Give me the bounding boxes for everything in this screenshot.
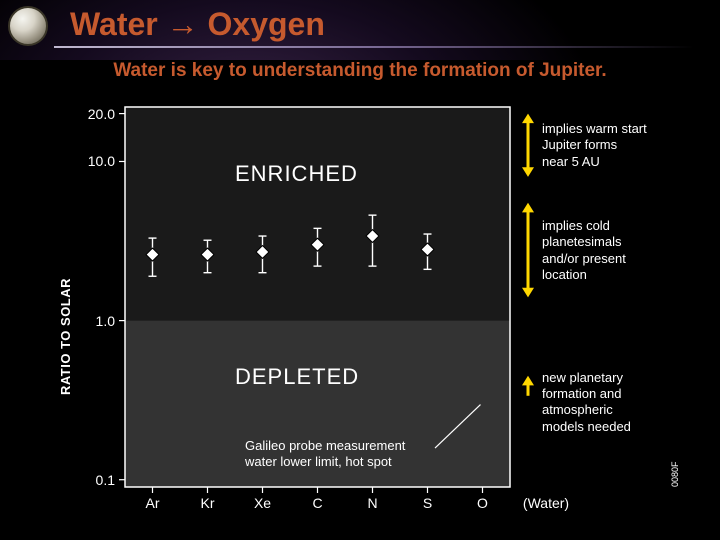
ratio-chart: RATIO TO SOLAR 0.1 1.0 10.0 20.0 Ar Kr Xe C N S O (… bbox=[55, 95, 675, 520]
y-tick-label: 10.0 bbox=[75, 153, 115, 169]
planet-logo-icon bbox=[8, 6, 48, 46]
x-tick-label: S bbox=[423, 495, 432, 511]
x-tick-label: N bbox=[367, 495, 377, 511]
title-underline bbox=[54, 46, 694, 48]
x-tick-label-water: (Water) bbox=[523, 495, 569, 511]
x-tick-label: Ar bbox=[146, 495, 160, 511]
y-tick-label: 20.0 bbox=[75, 106, 115, 122]
x-tick-label: Xe bbox=[254, 495, 271, 511]
indicator-text: implies warm startJupiter formsnear 5 AU bbox=[542, 121, 672, 170]
galileo-note: Galileo probe measurementwater lower lim… bbox=[245, 438, 445, 471]
depleted-label: DEPLETED bbox=[235, 364, 359, 390]
x-tick-label: Kr bbox=[201, 495, 215, 511]
page-title: Water → Oxygen bbox=[70, 6, 325, 43]
y-tick-label: 1.0 bbox=[75, 313, 115, 329]
y-tick-label: 0.1 bbox=[75, 472, 115, 488]
indicator-text: new planetaryformation andatmosphericmod… bbox=[542, 370, 672, 435]
figure-code: 0080F bbox=[670, 461, 680, 487]
arrow-icon: → bbox=[167, 6, 199, 42]
x-tick-label: O bbox=[477, 495, 488, 511]
x-tick-label: C bbox=[312, 495, 322, 511]
indicator-text: implies coldplanetesimalsand/or presentl… bbox=[542, 218, 672, 283]
subtitle: Water is key to understanding the format… bbox=[0, 60, 720, 82]
title-prefix: Water bbox=[70, 6, 167, 42]
enriched-label: ENRICHED bbox=[235, 161, 358, 187]
y-axis-label: RATIO TO SOLAR bbox=[58, 278, 73, 395]
title-suffix: Oxygen bbox=[199, 6, 325, 42]
